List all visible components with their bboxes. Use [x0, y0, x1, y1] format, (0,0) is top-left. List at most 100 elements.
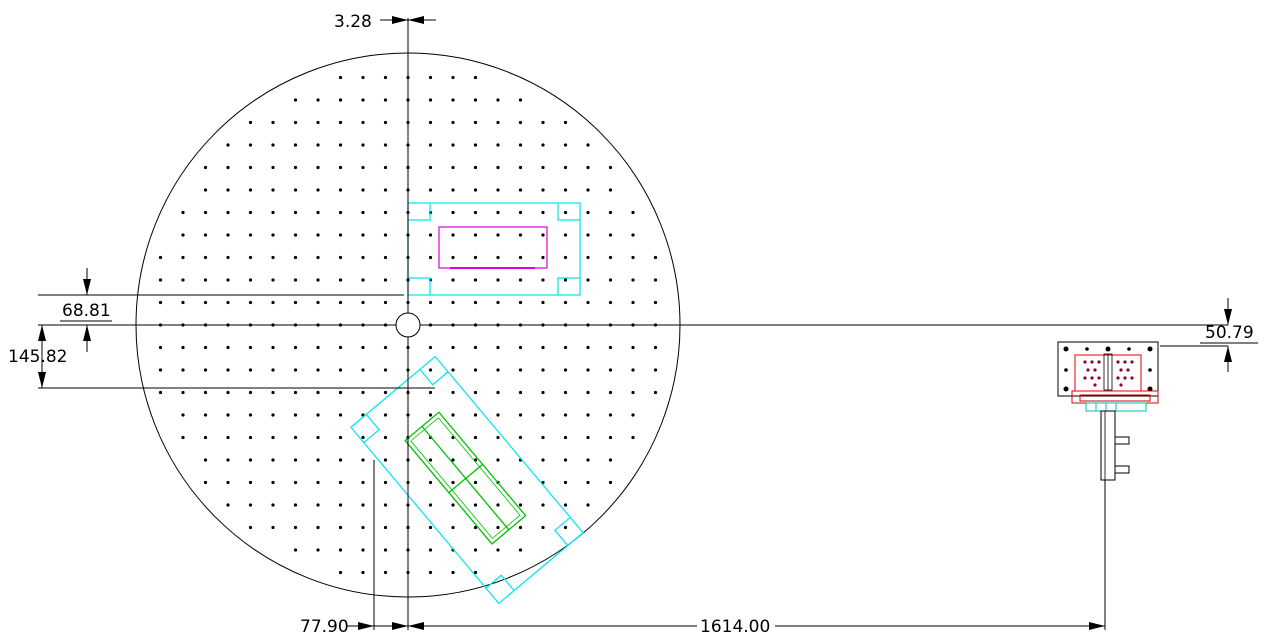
hole-dot	[653, 278, 658, 282]
hole-dot	[451, 570, 455, 575]
hole-dot	[361, 300, 365, 305]
hole-dot	[271, 503, 275, 507]
hole-dot	[316, 210, 320, 215]
hole-dot	[496, 503, 500, 507]
hole-dot	[293, 165, 298, 170]
hole-dot	[271, 458, 275, 462]
hole-dot	[316, 233, 320, 237]
hole-dot	[586, 368, 590, 372]
hole-dot	[293, 143, 298, 147]
hole-dot	[608, 165, 613, 170]
hole-dot	[383, 480, 388, 485]
hole-dot	[451, 503, 455, 507]
hole-dot	[541, 368, 545, 372]
hole-dot	[316, 300, 320, 305]
dim-left-lower: 145.82	[8, 325, 67, 388]
dim-right: 50.79	[1200, 298, 1258, 372]
hole-dot	[563, 165, 568, 170]
hole-dot	[518, 210, 523, 215]
part-magenta	[438, 226, 548, 269]
hole-dot	[473, 278, 478, 282]
hole-dot	[518, 255, 523, 260]
hole-dot	[541, 255, 545, 260]
hole-dot	[248, 143, 253, 147]
hole-dot	[451, 345, 455, 350]
hole-dot	[203, 278, 208, 282]
dim-left-lower-label: 145.82	[8, 347, 67, 367]
hole-dot	[563, 435, 568, 440]
hole-dot	[473, 120, 478, 125]
hole-dot	[203, 255, 208, 260]
hole-dot	[203, 390, 208, 395]
hole-dot	[451, 255, 455, 260]
hole-dot	[541, 503, 545, 507]
hole-dot	[316, 255, 320, 260]
hole-dot	[428, 233, 433, 237]
hole-dot	[383, 503, 388, 507]
hole-dot	[428, 75, 433, 80]
hole-dot	[496, 345, 500, 350]
hole-dot	[383, 458, 388, 462]
hole-dot	[563, 210, 568, 215]
hole-dot	[541, 525, 545, 530]
hole-dot	[271, 143, 275, 147]
hole-dot	[181, 255, 185, 260]
hole-dot	[203, 188, 208, 192]
hole-dot	[473, 570, 478, 575]
hole-dot	[338, 300, 343, 305]
hole-dot	[586, 278, 590, 282]
hole-dot	[496, 255, 500, 260]
hole-dot	[563, 233, 568, 237]
hole-dot	[473, 503, 478, 507]
hole-dot	[451, 98, 455, 102]
hole-dot	[361, 525, 365, 530]
hole-dot	[473, 480, 478, 485]
hole-dot	[203, 368, 208, 372]
hole-dot	[293, 98, 298, 102]
hole-dot	[271, 278, 275, 282]
hole-dot	[226, 345, 230, 350]
hole-dot	[316, 480, 320, 485]
part-green	[404, 411, 527, 545]
hole-dot	[631, 210, 635, 215]
hole-dot	[271, 368, 275, 372]
hole-dot	[361, 435, 365, 440]
hole-dot	[428, 413, 433, 417]
hole-dot	[226, 480, 230, 485]
hole-dot	[496, 143, 500, 147]
hole-dot	[586, 458, 590, 462]
hole-dot	[608, 435, 613, 440]
hole-dot	[473, 368, 478, 372]
hole-dot	[271, 188, 275, 192]
hole-dot	[541, 278, 545, 282]
hole-dot	[653, 390, 658, 395]
hole-dot	[316, 345, 320, 350]
hole-dot	[586, 255, 590, 260]
hole-dot	[608, 480, 613, 485]
hole-dot	[181, 435, 185, 440]
hole-dot	[383, 278, 388, 282]
hole-dot	[653, 300, 658, 305]
hole-dot	[293, 233, 298, 237]
hole-dot	[451, 210, 455, 215]
hole-dot	[428, 143, 433, 147]
hole-dot	[271, 413, 275, 417]
hole-dot	[271, 345, 275, 350]
hole-dot	[316, 525, 320, 530]
hole-dot	[496, 300, 500, 305]
hole-dot	[316, 458, 320, 462]
dim-top-label: 3.28	[334, 12, 372, 32]
hole-dot	[473, 188, 478, 192]
hole-dot	[248, 345, 253, 350]
hole-dot	[496, 210, 500, 215]
hole-dot	[451, 368, 455, 372]
hole-dot	[496, 525, 500, 530]
hole-dot	[518, 480, 523, 485]
hole-dot	[248, 278, 253, 282]
hole-dot	[271, 480, 275, 485]
hole-dot	[473, 255, 478, 260]
hole-dot	[383, 143, 388, 147]
hole-dot	[586, 345, 590, 350]
hole-dot	[158, 390, 163, 395]
hole-dot	[563, 368, 568, 372]
